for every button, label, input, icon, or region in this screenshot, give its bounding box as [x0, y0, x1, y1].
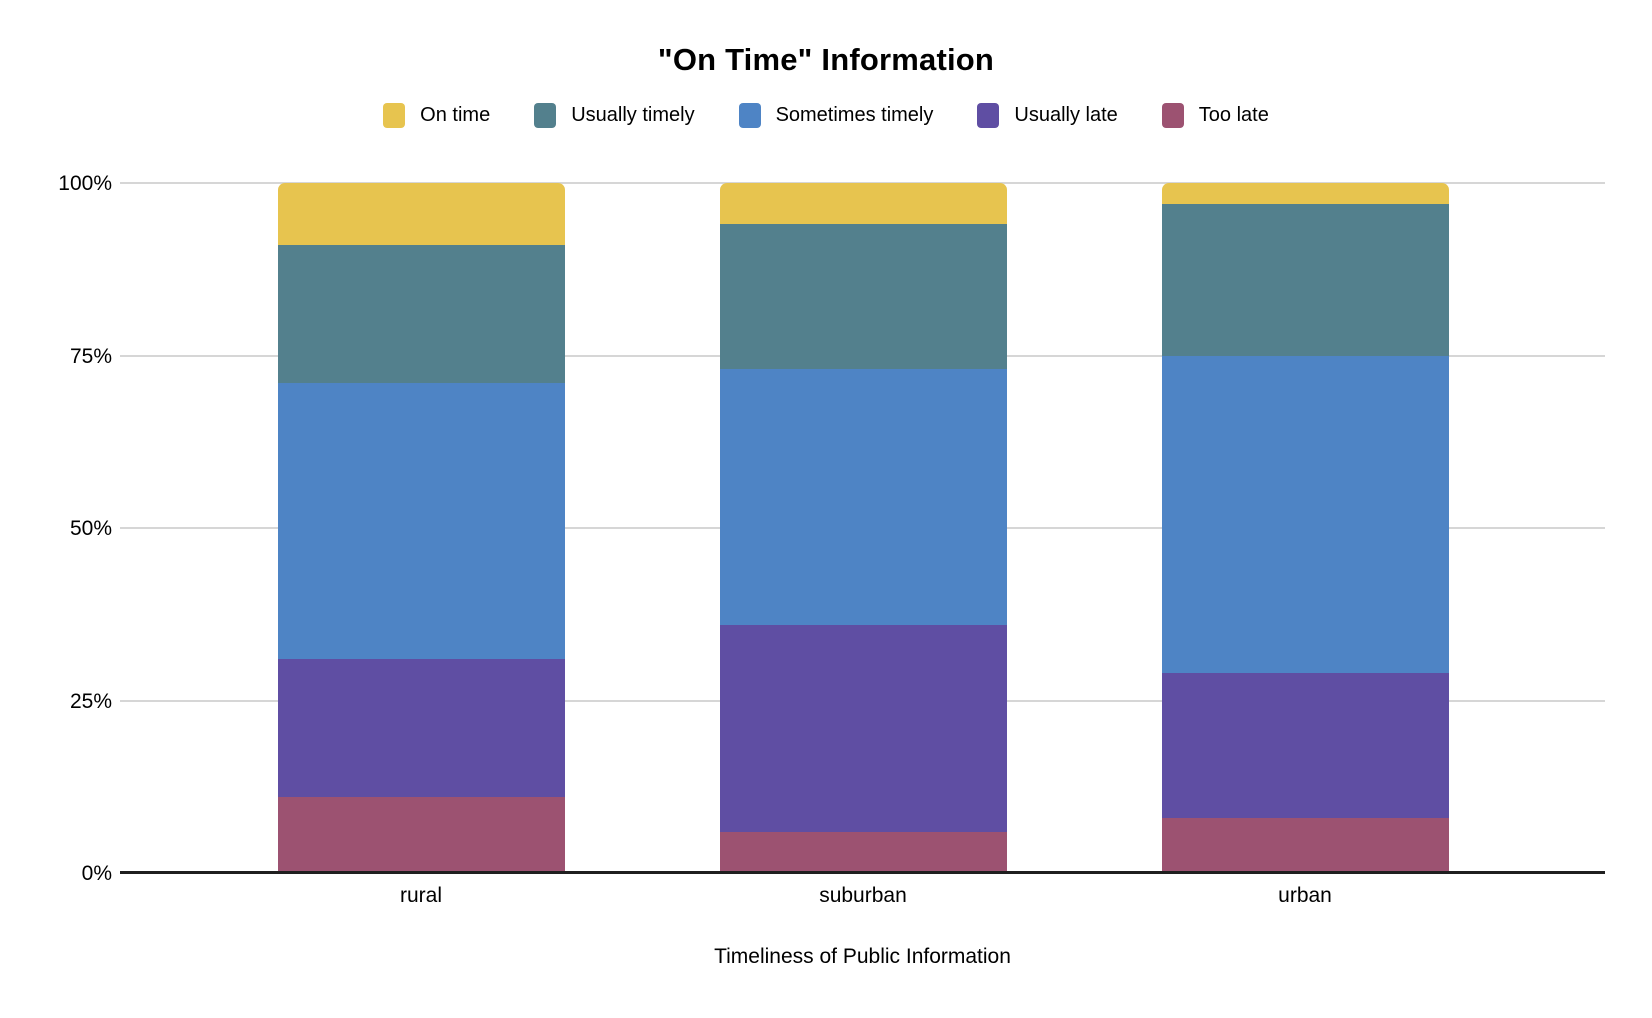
- legend-swatch-icon: [383, 103, 406, 128]
- legend-swatch-icon: [977, 103, 1000, 128]
- chart-title: "On Time" Information: [657, 42, 995, 77]
- category-label-rural: rural: [399, 884, 442, 907]
- y-tick-label-25: 25%: [69, 689, 112, 713]
- category-label-urban: urban: [1278, 884, 1332, 907]
- bar-segment-urban-sometimes-timely[interactable]: [1161, 355, 1449, 673]
- legend-label: Sometimes timely: [775, 104, 934, 126]
- x-axis-line: [120, 871, 1605, 874]
- bar-segment-urban-usually-timely[interactable]: [1161, 203, 1449, 356]
- chart-legend: On time Usually timely Sometimes timely Usu…: [0, 103, 1652, 128]
- bar-rural: [277, 183, 565, 873]
- bar-segment-rural-usually-timely[interactable]: [277, 245, 565, 384]
- bar-segment-suburban-sometimes-timely[interactable]: [719, 369, 1007, 625]
- bar-segment-urban-usually-late[interactable]: [1161, 672, 1449, 818]
- legend-label: Usually late: [1014, 104, 1118, 126]
- legend-label: On time: [420, 104, 491, 126]
- y-tick-label-0: 0%: [81, 862, 112, 885]
- legend-item-too-late[interactable]: Too late: [1161, 103, 1269, 128]
- legend-swatch-icon: [534, 103, 557, 128]
- bar-segment-suburban-on-time[interactable]: [719, 183, 1007, 225]
- legend-item-sometimes-timely[interactable]: Sometimes timely: [738, 103, 934, 128]
- legend-swatch-icon: [1161, 103, 1184, 128]
- bar-segment-rural-too-late[interactable]: [277, 797, 565, 873]
- bar-segment-suburban-usually-timely[interactable]: [719, 224, 1007, 370]
- gridline-100: [120, 182, 1605, 184]
- bar-segment-suburban-usually-late[interactable]: [719, 624, 1007, 832]
- legend-item-usually-timely[interactable]: Usually timely: [534, 103, 695, 128]
- y-tick-label-100: 100%: [58, 172, 112, 195]
- bar-urban: [1161, 183, 1449, 873]
- bar-segment-rural-usually-late[interactable]: [277, 659, 565, 798]
- legend-label: Too late: [1198, 104, 1269, 126]
- bar-segment-rural-sometimes-timely[interactable]: [277, 383, 565, 660]
- legend-item-usually-late[interactable]: Usually late: [977, 103, 1118, 128]
- plot-area: [120, 182, 1605, 874]
- bar-segment-rural-on-time[interactable]: [277, 183, 565, 246]
- bar-segment-suburban-too-late[interactable]: [719, 831, 1007, 873]
- category-label-suburban: suburban: [819, 884, 907, 907]
- legend-label: Usually timely: [571, 104, 695, 126]
- bar-suburban: [719, 183, 1007, 873]
- bar-segment-urban-too-late[interactable]: [1161, 817, 1449, 873]
- y-tick-label-75: 75%: [69, 344, 112, 368]
- x-axis-title: Timeliness of Public Information: [714, 945, 1011, 968]
- y-tick-label-50: 50%: [69, 517, 112, 540]
- bar-segment-urban-on-time[interactable]: [1161, 183, 1449, 204]
- legend-item-on-time[interactable]: On time: [383, 103, 490, 128]
- legend-swatch-icon: [738, 103, 761, 128]
